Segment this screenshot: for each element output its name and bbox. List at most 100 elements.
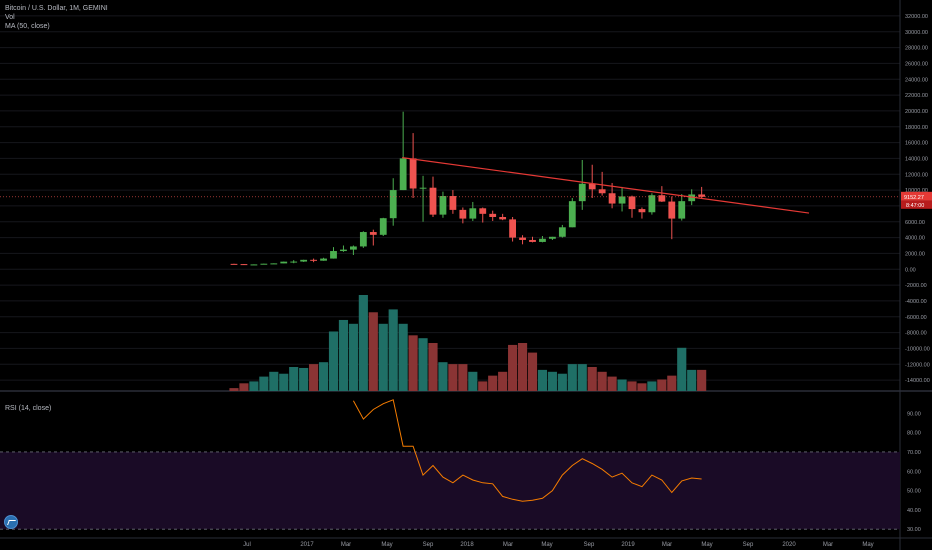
ma-legend[interactable]: MA (50, close) <box>5 23 50 30</box>
rsi-tick-label: 40.00 <box>907 508 921 514</box>
candle-body <box>529 239 536 242</box>
price-tick-label: 10000.00 <box>905 188 928 194</box>
volume-bar <box>687 369 697 391</box>
volume-bar <box>388 309 398 391</box>
volume-bar <box>498 371 508 391</box>
rsi-legend[interactable]: RSI (14, close) <box>5 405 52 412</box>
candle-body <box>359 232 367 247</box>
candle-body <box>628 196 636 210</box>
rsi-tick-label: 60.00 <box>907 469 921 475</box>
volume-bar <box>597 371 607 391</box>
candle-body <box>260 263 268 265</box>
candle-body <box>588 183 596 190</box>
volume-bar <box>517 343 528 391</box>
volume-bar <box>309 364 319 391</box>
candle-body <box>449 196 457 210</box>
trendline[interactable] <box>402 157 810 214</box>
candle-body <box>340 249 347 252</box>
price-tick-label: -4000.00 <box>905 299 927 305</box>
volume-bar <box>398 323 408 391</box>
rsi-axis[interactable]: 90.00 80.00 70.00 60.00 50.00 40.00 30.00 <box>907 411 921 533</box>
candle-body <box>549 236 556 239</box>
volume-bar <box>239 383 249 391</box>
last-price-value: 9152.27 <box>904 195 924 201</box>
price-tick-label: 32000.00 <box>905 14 928 20</box>
time-tick-label: 2018 <box>460 542 474 548</box>
candle-body <box>330 251 337 259</box>
price-tick-label: 2000.00 <box>905 251 925 257</box>
candle-body <box>678 201 686 219</box>
candle-body <box>280 261 288 264</box>
volume-bar <box>289 367 299 391</box>
time-tick-label: May <box>862 542 873 548</box>
volume-bar <box>527 352 538 391</box>
volume-bar <box>577 364 587 391</box>
price-tick-label: 0.00 <box>905 267 916 273</box>
time-tick-label: Sep <box>423 542 434 548</box>
candle-body <box>519 237 526 240</box>
time-tick-label: 2019 <box>621 542 635 548</box>
price-tick-label: -12000.00 <box>905 362 930 368</box>
volume-bar <box>438 362 448 391</box>
countdown-tag <box>901 200 932 209</box>
time-axis[interactable]: Jul 2017 Mar May Sep 2018 Mar May Sep 2019 Mar May S… <box>243 542 874 548</box>
price-tick-label: -6000.00 <box>905 315 927 321</box>
price-tick-label: 18000.00 <box>905 125 928 131</box>
time-tick-label: Mar <box>503 542 513 548</box>
volume-bar <box>657 379 667 391</box>
volume-bar <box>428 343 438 391</box>
vol-legend[interactable]: Vol <box>5 14 15 21</box>
candle-body <box>608 193 616 204</box>
price-axis[interactable]: 32000.00 30000.00 28000.00 26000.00 24000.00… <box>905 14 930 384</box>
rsi-tick-label: 30.00 <box>907 527 921 533</box>
time-tick-label: May <box>381 542 392 548</box>
price-tick-label: 28000.00 <box>905 46 928 52</box>
price-tick-label: 30000.00 <box>905 30 928 36</box>
time-tick-label: Sep <box>743 542 754 548</box>
volume-bar <box>478 381 488 391</box>
candle-body <box>240 264 248 266</box>
volume-bar <box>269 371 279 391</box>
candle-body <box>618 196 626 204</box>
time-tick-label: Mar <box>341 542 351 548</box>
volume-bar <box>408 335 418 391</box>
brand-logo-icon[interactable] <box>4 515 18 529</box>
rsi-band <box>0 451 900 530</box>
time-tick-label: Mar <box>823 542 833 548</box>
volume-bar <box>229 388 239 391</box>
time-tick-label: May <box>701 542 712 548</box>
candle-body <box>658 195 666 202</box>
candle-body <box>598 189 606 194</box>
candle-body <box>698 194 706 197</box>
volume-bar <box>299 367 309 391</box>
candle-body <box>300 259 308 262</box>
resistance-trendline[interactable] <box>402 157 810 214</box>
time-tick-label: May <box>541 542 552 548</box>
candle-body <box>648 195 656 213</box>
volume-bar <box>627 381 637 391</box>
volume-bar <box>567 364 577 391</box>
price-tick-label: -2000.00 <box>905 283 927 289</box>
price-tick-label: 6000.00 <box>905 220 925 226</box>
time-tick-label: Jul <box>243 542 251 548</box>
volume-bar <box>338 319 349 391</box>
candle-body <box>290 261 298 263</box>
volume-bar <box>448 364 458 391</box>
volume-bars <box>229 295 707 391</box>
symbol-legend[interactable]: Bitcoin / U.S. Dollar, 1M, GEMINI <box>5 5 108 12</box>
candle-body <box>638 209 646 213</box>
candle-body <box>369 232 377 235</box>
volume-bar <box>488 375 498 391</box>
volume-bar <box>368 312 378 391</box>
rsi-tick-label: 50.00 <box>907 489 921 495</box>
time-tick-label: 2020 <box>782 542 796 548</box>
candle-body <box>320 258 327 261</box>
volume-bar <box>697 369 707 391</box>
volume-bar <box>458 364 468 391</box>
volume-bar <box>378 323 388 391</box>
last-price-tag <box>901 191 932 201</box>
candle-body <box>668 201 676 219</box>
candle-body <box>558 227 566 237</box>
